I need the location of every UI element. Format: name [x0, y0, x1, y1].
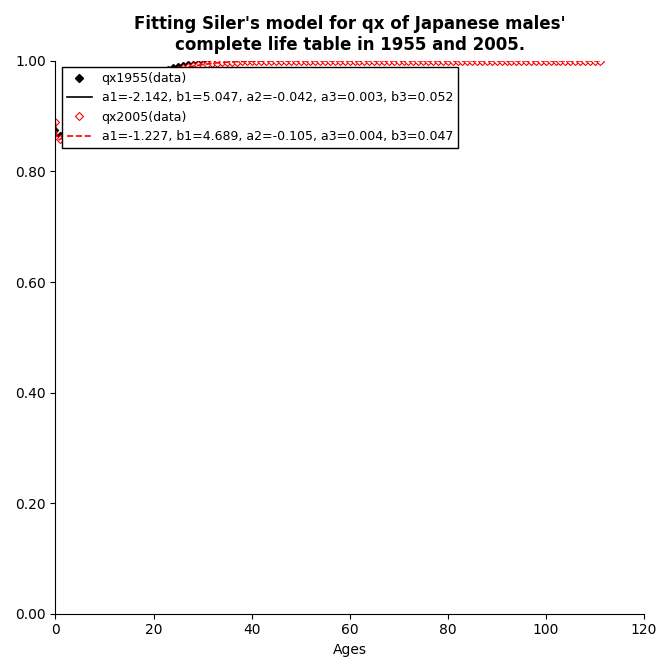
Legend: qx1955(data), a1=-2.142, b1=5.047, a2=-0.042, a3=0.003, b3=0.052, qx2005(data), : qx1955(data), a1=-2.142, b1=5.047, a2=-0… [62, 67, 458, 148]
Title: Fitting Siler's model for qx of Japanese males'
complete life table in 1955 and : Fitting Siler's model for qx of Japanese… [134, 15, 565, 54]
X-axis label: Ages: Ages [333, 643, 367, 657]
